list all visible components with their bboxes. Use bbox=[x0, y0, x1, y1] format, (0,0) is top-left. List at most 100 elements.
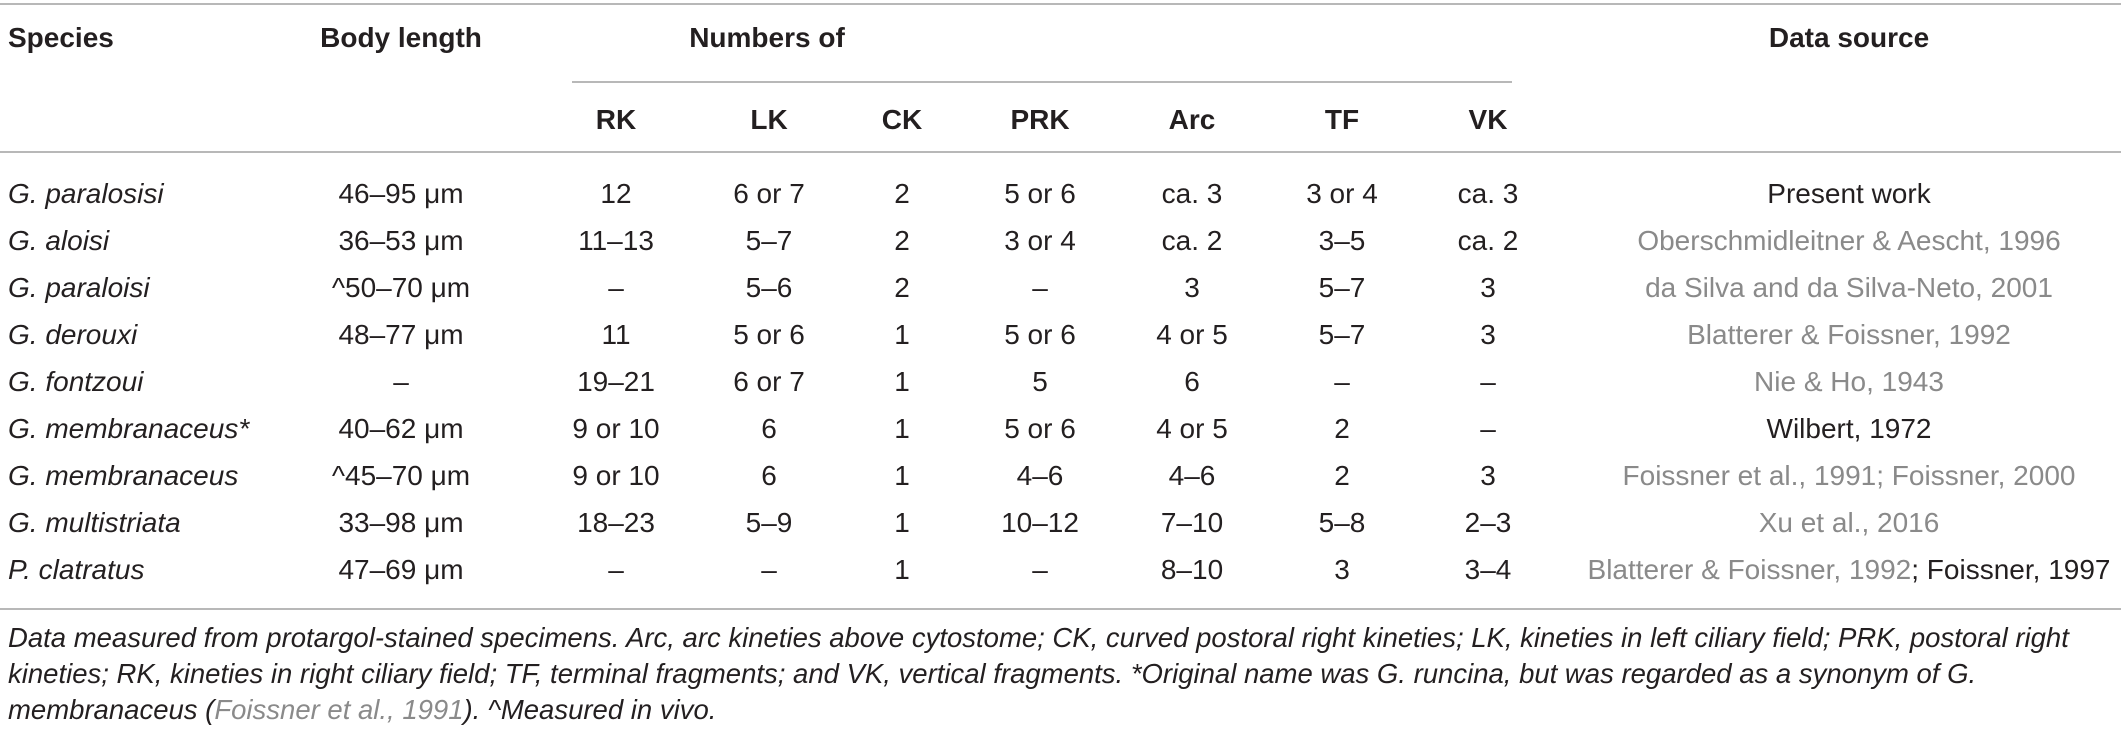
cell-tf: 5–7 bbox=[1318, 272, 1366, 303]
cell-tf: 3–5 bbox=[1318, 225, 1366, 256]
header-numbers-of: Numbers of bbox=[689, 22, 845, 53]
cell-rk: 11 bbox=[601, 319, 631, 350]
source-text: Wilbert, 1972 bbox=[1766, 413, 1932, 444]
cell-species: G. aloisi bbox=[8, 225, 110, 256]
source-text: Present work bbox=[1767, 178, 1931, 209]
cell-species: G. paraloisi bbox=[8, 272, 150, 303]
cell-data-source: Present work bbox=[1767, 170, 1930, 217]
subheader-tf: TF bbox=[1324, 104, 1360, 135]
cell-ck: 2 bbox=[894, 225, 910, 256]
cell-data-source: Nie & Ho, 1943 bbox=[1754, 358, 1944, 405]
cell-vk: – bbox=[1480, 366, 1496, 397]
cell-length: ^45–70 μm bbox=[331, 460, 471, 491]
subheader-prk: PRK bbox=[1010, 104, 1070, 135]
cell-vk: 3–4 bbox=[1464, 554, 1512, 585]
source-reference-link[interactable]: Nie & Ho, 1943 bbox=[1754, 366, 1944, 397]
cell-prk: 4–6 bbox=[1016, 460, 1064, 491]
cell-data-source: Foissner et al., 1991; Foissner, 2000 bbox=[1623, 452, 2076, 499]
cell-arc: 3 bbox=[1184, 272, 1200, 303]
numbers-of-rule bbox=[572, 81, 1512, 83]
footnote-text: Data measured from protargol-stained spe… bbox=[8, 622, 2069, 725]
cell-lk: 5–6 bbox=[745, 272, 793, 303]
source-reference-link[interactable]: Oberschmidleitner & Aescht, 1996 bbox=[1637, 225, 2061, 256]
cell-ck: 1 bbox=[894, 460, 910, 491]
cell-tf: 5–7 bbox=[1318, 319, 1366, 350]
table-row: G. paralosisi 46–95 μm 12 6 or 7 2 5 or 6 ca. … bbox=[0, 170, 2121, 217]
cell-arc: 4 or 5 bbox=[1156, 413, 1228, 444]
cell-tf: 3 bbox=[1334, 554, 1350, 585]
cell-vk: 3 bbox=[1480, 460, 1496, 491]
cell-lk: 6 or 7 bbox=[733, 366, 805, 397]
cell-data-source: Wilbert, 1972 bbox=[1767, 405, 1932, 452]
cell-species: G. multistriata bbox=[8, 507, 181, 538]
cell-arc: 4 or 5 bbox=[1156, 319, 1228, 350]
cell-prk: 5 or 6 bbox=[1004, 319, 1076, 350]
source-text: ; Foissner, 1997 bbox=[1911, 554, 2111, 585]
cell-species: G. fontzoui bbox=[8, 366, 144, 397]
footnote-reference-link[interactable]: Foissner et al., 1991 bbox=[214, 694, 464, 725]
cell-arc: 4–6 bbox=[1168, 460, 1216, 491]
cell-species: G. derouxi bbox=[8, 319, 138, 350]
cell-data-source: Oberschmidleitner & Aescht, 1996 bbox=[1637, 217, 2060, 264]
cell-tf: 3 or 4 bbox=[1306, 178, 1378, 209]
cell-prk: – bbox=[1032, 272, 1048, 303]
table-row: G. aloisi 36–53 μm 11–13 5–7 2 3 or 4 ca. 2 3–5… bbox=[0, 217, 2121, 264]
cell-data-source: Blatterer & Foissner, 1992; Foissner, 19… bbox=[1588, 546, 2111, 593]
header-body-length: Body length bbox=[320, 22, 482, 53]
cell-lk: 5–7 bbox=[745, 225, 793, 256]
source-reference-link[interactable]: Blatterer & Foissner, 1992 bbox=[1587, 554, 1912, 585]
cell-arc: ca. 2 bbox=[1161, 225, 1223, 256]
cell-species: G. paralosisi bbox=[8, 178, 164, 209]
cell-tf: – bbox=[1334, 366, 1350, 397]
cell-tf: 2 bbox=[1334, 460, 1350, 491]
cell-length: 40–62 μm bbox=[338, 413, 464, 444]
cell-ck: 1 bbox=[894, 366, 910, 397]
cell-length: 36–53 μm bbox=[338, 225, 464, 256]
cell-tf: 2 bbox=[1334, 413, 1350, 444]
source-reference-link[interactable]: Xu et al., 2016 bbox=[1758, 507, 1940, 538]
cell-prk: 3 or 4 bbox=[1004, 225, 1076, 256]
cell-length: 46–95 μm bbox=[338, 178, 464, 209]
cell-prk: 5 or 6 bbox=[1004, 413, 1076, 444]
cell-arc: 7–10 bbox=[1160, 507, 1224, 538]
source-reference-link[interactable]: Blatterer & Foissner, 1992 bbox=[1687, 319, 2011, 350]
table-row: G. derouxi 48–77 μm 11 5 or 6 1 5 or 6 4 or 5 5… bbox=[0, 311, 2121, 358]
table-top-rule bbox=[0, 3, 2121, 5]
cell-prk: 5 bbox=[1032, 366, 1048, 397]
cell-vk: ca. 2 bbox=[1457, 225, 1519, 256]
table-row: P. clatratus 47–69 μm – – 1 – 8–10 3 3–4 Blattere… bbox=[0, 546, 2121, 593]
cell-length: ^50–70 μm bbox=[331, 272, 471, 303]
subheader-vk: VK bbox=[1468, 104, 1508, 135]
cell-rk: 11–13 bbox=[578, 225, 654, 256]
source-reference-link[interactable]: da Silva and da Silva-Neto, 2001 bbox=[1645, 272, 2053, 303]
cell-lk: 5–9 bbox=[745, 507, 793, 538]
cell-tf: 5–8 bbox=[1318, 507, 1366, 538]
cell-lk: 5 or 6 bbox=[733, 319, 805, 350]
cell-length: – bbox=[393, 366, 409, 397]
table-bottom-rule bbox=[0, 608, 2121, 610]
cell-data-source: Xu et al., 2016 bbox=[1759, 499, 1940, 546]
cell-prk: – bbox=[1032, 554, 1048, 585]
cell-rk: 9 or 10 bbox=[572, 413, 660, 444]
cell-species: P. clatratus bbox=[8, 554, 145, 585]
cell-vk: ca. 3 bbox=[1457, 178, 1519, 209]
cell-length: 33–98 μm bbox=[338, 507, 464, 538]
cell-species: G. membranaceus* bbox=[8, 413, 250, 444]
source-reference-link[interactable]: Foissner et al., 1991; Foissner, 2000 bbox=[1622, 460, 2076, 491]
cell-rk: – bbox=[608, 272, 624, 303]
cell-rk: 12 bbox=[600, 178, 632, 209]
cell-ck: 1 bbox=[894, 507, 910, 538]
table-row: G. membranaceus ^45–70 μm 9 or 10 6 1 4–6 4–6 2… bbox=[0, 452, 2121, 499]
cell-rk: 18–23 bbox=[577, 507, 655, 538]
header-rule bbox=[0, 151, 2121, 153]
cell-vk: – bbox=[1480, 413, 1496, 444]
subheader-ck: CK bbox=[881, 104, 923, 135]
table-row: G. multistriata 33–98 μm 18–23 5–9 1 10–12 7–1… bbox=[0, 499, 2121, 546]
table-row: G. paraloisi ^50–70 μm – 5–6 2 – 3 5–7 3 da Silva… bbox=[0, 264, 2121, 311]
cell-prk: 10–12 bbox=[1001, 507, 1079, 538]
header-species: Species bbox=[8, 22, 114, 53]
cell-ck: 1 bbox=[894, 413, 910, 444]
table-row: G. membranaceus* 40–62 μm 9 or 10 6 1 5 or 6 4… bbox=[0, 405, 2121, 452]
cell-lk: 6 bbox=[761, 413, 777, 444]
subheader-arc: Arc bbox=[1168, 104, 1216, 135]
